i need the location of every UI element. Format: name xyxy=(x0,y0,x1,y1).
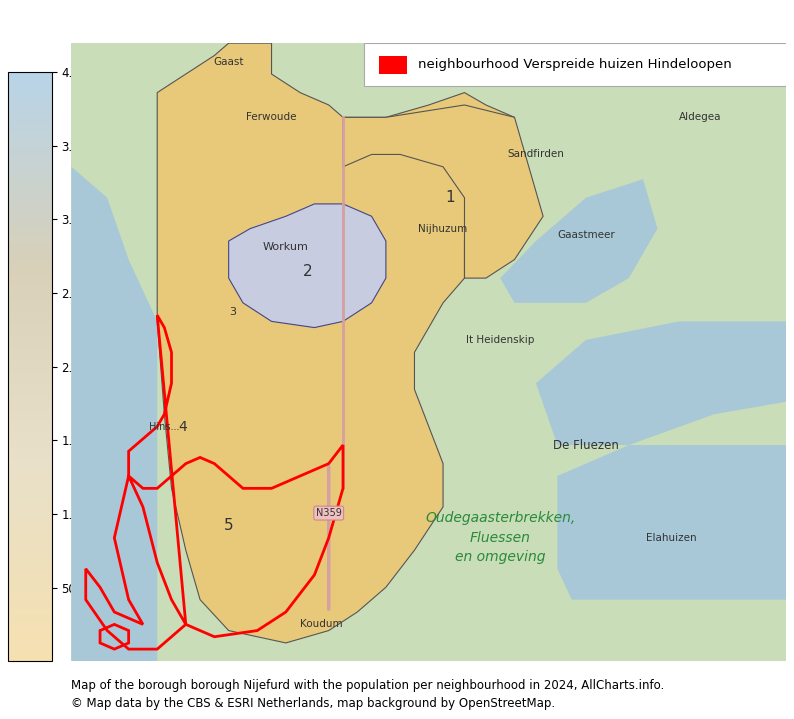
Text: Hieslum: Hieslum xyxy=(407,57,450,67)
Text: Aldegea: Aldegea xyxy=(679,112,722,122)
Polygon shape xyxy=(500,179,657,303)
Polygon shape xyxy=(157,43,515,643)
Text: 1: 1 xyxy=(445,191,455,205)
Text: 3: 3 xyxy=(229,307,236,317)
Text: Hins...: Hins... xyxy=(149,421,179,431)
Polygon shape xyxy=(343,105,543,278)
Polygon shape xyxy=(229,204,386,328)
Text: Sandfirden: Sandfirden xyxy=(507,150,565,160)
Polygon shape xyxy=(71,43,157,661)
Text: 5: 5 xyxy=(224,518,233,533)
Text: Elahuizen: Elahuizen xyxy=(646,533,697,543)
Text: It Heidenskip: It Heidenskip xyxy=(466,335,534,345)
Text: Nijhuzum: Nijhuzum xyxy=(418,224,468,234)
Text: Gaast: Gaast xyxy=(214,57,244,67)
Text: Ferwoude: Ferwoude xyxy=(246,112,297,122)
Bar xyxy=(379,55,407,74)
Text: neighbourhood Verspreide huizen Hindeloopen: neighbourhood Verspreide huizen Hindeloo… xyxy=(418,58,732,71)
Polygon shape xyxy=(557,445,786,600)
Text: Gaastmeer: Gaastmeer xyxy=(557,230,615,240)
FancyBboxPatch shape xyxy=(364,43,793,86)
Text: 4: 4 xyxy=(178,419,187,434)
Text: 2: 2 xyxy=(303,265,312,280)
Text: Workum: Workum xyxy=(263,242,309,252)
Text: Map of the borough borough Nijefurd with the population per neighbourhood in 202: Map of the borough borough Nijefurd with… xyxy=(71,679,665,692)
Text: De Fluezen: De Fluezen xyxy=(553,439,619,452)
Text: Oudegaasterbrekken,
Fluessen
en omgeving: Oudegaasterbrekken, Fluessen en omgeving xyxy=(425,511,576,564)
Polygon shape xyxy=(536,321,786,445)
Text: © Map data by the CBS & ESRI Netherlands, map background by OpenStreetMap.: © Map data by the CBS & ESRI Netherlands… xyxy=(71,697,556,710)
Text: Koudum: Koudum xyxy=(300,619,343,629)
Text: N359: N359 xyxy=(316,508,341,518)
